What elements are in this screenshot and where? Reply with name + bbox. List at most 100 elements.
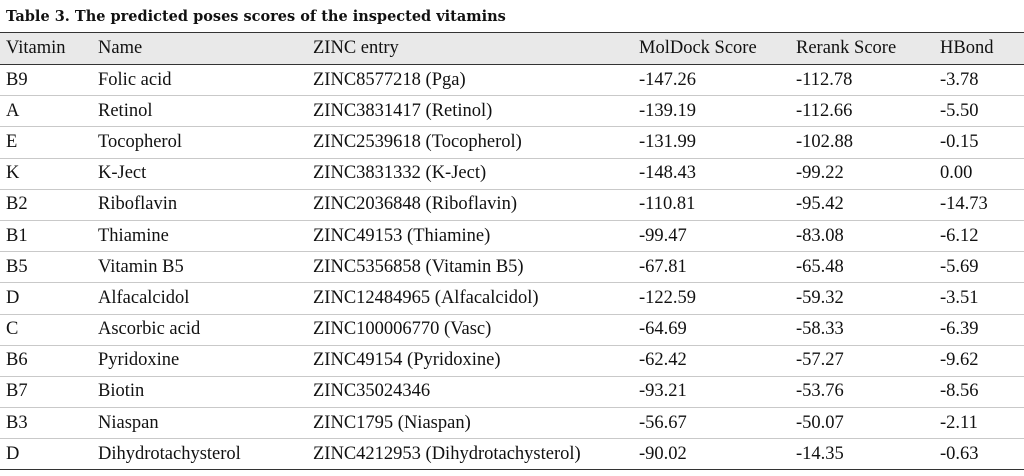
cell-name: Pyridoxine <box>98 350 180 371</box>
cell-vitamin: B7 <box>6 381 28 402</box>
cell-hbond: -9.62 <box>940 350 979 371</box>
table-row: B2 Riboflavin ZINC2036848 (Riboflavin) -110… <box>0 189 1024 221</box>
cell-name: Retinol <box>98 100 153 121</box>
cell-hbond: 0.00 <box>940 163 973 184</box>
cell-hbond: -14.73 <box>940 194 988 215</box>
header-hbond: HBond <box>940 38 994 58</box>
cell-vitamin: B9 <box>6 69 28 90</box>
cell-vitamin: E <box>6 131 18 152</box>
header-moldock-score: MolDock Score <box>639 38 757 58</box>
cell-moldock-score: -148.43 <box>639 163 697 184</box>
cell-moldock-score: -56.67 <box>639 412 687 433</box>
cell-vitamin: B6 <box>6 350 28 371</box>
cell-vitamin: D <box>6 287 20 308</box>
vitamin-scores-table: Vitamin Name ZINC entry MolDock Score Re… <box>0 32 1024 470</box>
cell-name: Riboflavin <box>98 194 178 215</box>
table-header: Vitamin Name ZINC entry MolDock Score Re… <box>0 32 1024 65</box>
cell-rerank-score: -112.78 <box>796 69 853 90</box>
cell-rerank-score: -57.27 <box>796 350 844 371</box>
cell-hbond: -8.56 <box>940 381 979 402</box>
header-name: Name <box>98 38 143 58</box>
table-row: B6 Pyridoxine ZINC49154 (Pyridoxine) -62.42… <box>0 345 1024 377</box>
cell-rerank-score: -50.07 <box>796 412 844 433</box>
cell-moldock-score: -131.99 <box>639 131 697 152</box>
cell-zinc-entry: ZINC1795 (Niaspan) <box>313 412 471 433</box>
cell-moldock-score: -62.42 <box>639 350 687 371</box>
cell-hbond: -3.78 <box>940 69 979 90</box>
header-row: Vitamin Name ZINC entry MolDock Score Re… <box>0 32 1024 65</box>
cell-zinc-entry: ZINC49153 (Thiamine) <box>313 225 491 246</box>
cell-hbond: -0.15 <box>940 131 979 152</box>
cell-name: Dihydrotachysterol <box>98 443 241 464</box>
cell-moldock-score: -139.19 <box>639 100 697 121</box>
cell-vitamin: C <box>6 319 19 340</box>
cell-hbond: -5.50 <box>940 100 979 121</box>
cell-moldock-score: -147.26 <box>639 69 697 90</box>
cell-moldock-score: -122.59 <box>639 287 697 308</box>
cell-zinc-entry: ZINC35024346 <box>313 381 431 402</box>
cell-moldock-score: -99.47 <box>639 225 687 246</box>
cell-moldock-score: -110.81 <box>639 194 696 215</box>
cell-hbond: -6.12 <box>940 225 979 246</box>
table-row: D Dihydrotachysterol ZINC4212953 (Dihydrot… <box>0 439 1024 470</box>
cell-zinc-entry: ZINC3831332 (K-Ject) <box>313 163 487 184</box>
cell-zinc-entry: ZINC4212953 (Dihydrotachysterol) <box>313 443 581 464</box>
cell-vitamin: B2 <box>6 194 28 215</box>
table-row: B5 Vitamin B5 ZINC5356858 (Vitamin B5) -67.… <box>0 252 1024 283</box>
table-body: B9 Folic acid ZINC8577218 (Pga) -147.26 -112… <box>0 65 1024 470</box>
cell-rerank-score: -53.76 <box>796 381 844 402</box>
header-rerank-score: Rerank Score <box>796 38 897 58</box>
cell-rerank-score: -58.33 <box>796 319 844 340</box>
cell-zinc-entry: ZINC12484965 (Alfacalcidol) <box>313 287 539 308</box>
cell-name: Niaspan <box>98 412 159 433</box>
cell-rerank-score: -99.22 <box>796 163 844 184</box>
table-row: C Ascorbic acid ZINC100006770 (Vasc) -64.69… <box>0 314 1024 346</box>
table-row: E Tocopherol ZINC2539618 (Tocopherol) -131.… <box>0 127 1024 159</box>
cell-hbond: -6.39 <box>940 319 979 340</box>
cell-zinc-entry: ZINC3831417 (Retinol) <box>313 100 493 121</box>
header-vitamin: Vitamin <box>6 38 66 58</box>
cell-zinc-entry: ZINC2539618 (Tocopherol) <box>313 131 522 152</box>
cell-rerank-score: -59.32 <box>796 287 844 308</box>
cell-rerank-score: -14.35 <box>796 443 844 464</box>
cell-hbond: -3.51 <box>940 287 979 308</box>
cell-zinc-entry: ZINC49154 (Pyridoxine) <box>313 350 501 371</box>
table-caption: Table 3. The predicted poses scores of t… <box>6 8 506 25</box>
cell-name: Folic acid <box>98 69 172 90</box>
table-row: A Retinol ZINC3831417 (Retinol) -139.19 -112… <box>0 96 1024 127</box>
cell-name: Tocopherol <box>98 131 182 152</box>
cell-hbond: -5.69 <box>940 256 979 277</box>
cell-vitamin: A <box>6 100 20 121</box>
cell-hbond: -0.63 <box>940 443 979 464</box>
cell-zinc-entry: ZINC100006770 (Vasc) <box>313 319 492 340</box>
table-row: B7 Biotin ZINC35024346 -93.21 -53.76 -8.56 <box>0 376 1024 408</box>
cell-zinc-entry: ZINC5356858 (Vitamin B5) <box>313 256 524 277</box>
table-row: B1 Thiamine ZINC49153 (Thiamine) -99.47 -83.… <box>0 220 1024 252</box>
header-zinc-entry: ZINC entry <box>313 38 399 58</box>
cell-rerank-score: -65.48 <box>796 256 844 277</box>
cell-name: K-Ject <box>98 163 147 184</box>
cell-name: Biotin <box>98 381 145 402</box>
cell-rerank-score: -95.42 <box>796 194 844 215</box>
cell-vitamin: B5 <box>6 256 28 277</box>
cell-name: Vitamin B5 <box>98 256 184 277</box>
cell-zinc-entry: ZINC2036848 (Riboflavin) <box>313 194 517 215</box>
cell-vitamin: K <box>6 163 20 184</box>
cell-moldock-score: -64.69 <box>639 319 687 340</box>
table-row: B9 Folic acid ZINC8577218 (Pga) -147.26 -112… <box>0 65 1024 96</box>
cell-rerank-score: -112.66 <box>796 100 853 121</box>
cell-name: Thiamine <box>98 225 169 246</box>
cell-moldock-score: -93.21 <box>639 381 687 402</box>
cell-moldock-score: -90.02 <box>639 443 687 464</box>
table-row: D Alfacalcidol ZINC12484965 (Alfacalcidol)… <box>0 283 1024 314</box>
cell-name: Alfacalcidol <box>98 287 190 308</box>
cell-moldock-score: -67.81 <box>639 256 687 277</box>
cell-rerank-score: -83.08 <box>796 225 844 246</box>
cell-zinc-entry: ZINC8577218 (Pga) <box>313 69 466 90</box>
table-row: K K-Ject ZINC3831332 (K-Ject) -148.43 -99.22… <box>0 158 1024 190</box>
cell-vitamin: B1 <box>6 225 28 246</box>
cell-hbond: -2.11 <box>940 412 978 433</box>
cell-name: Ascorbic acid <box>98 319 201 340</box>
table-row: B3 Niaspan ZINC1795 (Niaspan) -56.67 -50.07 -… <box>0 408 1024 439</box>
